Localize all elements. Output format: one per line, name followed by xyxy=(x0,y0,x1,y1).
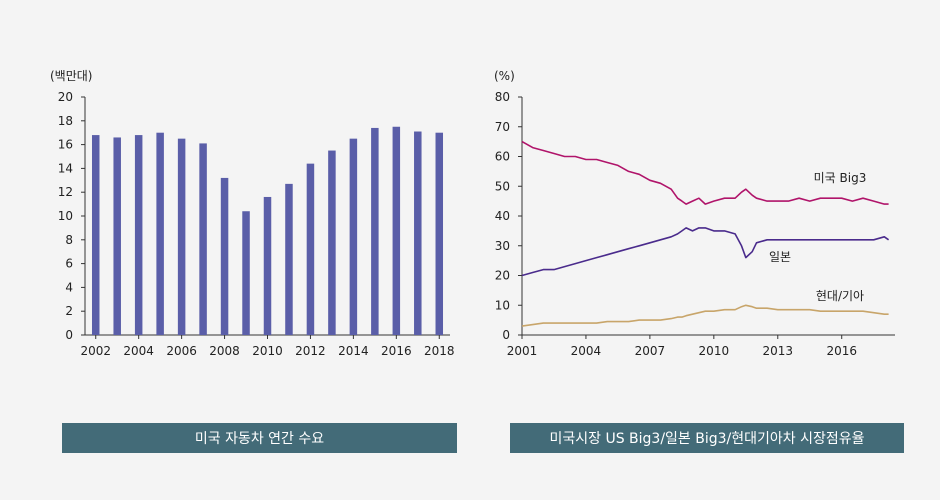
bar-2015 xyxy=(371,127,379,335)
bar-y-tick-label: 14 xyxy=(58,161,73,175)
line-chart-unit-label: (%) xyxy=(494,69,515,83)
bar-x-tick-label: 2018 xyxy=(424,344,455,358)
line-x-tick-label: 2010 xyxy=(699,344,730,358)
bar-2006 xyxy=(177,138,186,335)
line-x-tick-label: 2016 xyxy=(826,344,857,358)
bar-y-tick-label: 10 xyxy=(58,209,73,223)
line-y-tick-label: 50 xyxy=(495,179,510,193)
bar-y-tick-label: 20 xyxy=(58,90,73,104)
bar-x-tick-label: 2014 xyxy=(338,344,369,358)
bar-chart-unit-label: (백만대) xyxy=(50,69,92,83)
bar-y-tick-label: 16 xyxy=(58,138,73,152)
bar-2011 xyxy=(285,183,293,335)
us-market-share-line-chart: (%) 0 10 20 30 40 50 60 70 80 2001 2004 2007 2010 201… xyxy=(494,69,895,358)
bar-x-tick-label: 2008 xyxy=(209,344,240,358)
bar-y-tick-label: 2 xyxy=(65,304,73,318)
bar-2009 xyxy=(242,211,250,335)
line-chart-caption: 미국시장 US Big3/일본 Big3/현대기아차 시장점유율 xyxy=(510,423,904,453)
line-y-tick-label: 20 xyxy=(495,269,510,283)
bar-2013 xyxy=(328,150,336,335)
line-x-tick-label: 2001 xyxy=(507,344,538,358)
line-y-tick-label: 60 xyxy=(495,150,510,164)
line-y-tick-label: 30 xyxy=(495,239,510,253)
bar-2018 xyxy=(435,132,444,335)
bar-y-tick-label: 0 xyxy=(65,328,73,342)
series-line-2 xyxy=(521,304,889,327)
bar-2017 xyxy=(414,131,422,335)
bar-2002 xyxy=(91,135,100,335)
bar-y-tick-label: 12 xyxy=(58,185,73,199)
bar-2003 xyxy=(113,137,121,335)
bar-2010 xyxy=(263,196,272,335)
bar-chart-caption: 미국 자동차 연간 수요 xyxy=(62,423,457,453)
bar-x-tick-label: 2010 xyxy=(252,344,283,358)
line-y-tick-label: 70 xyxy=(495,120,510,134)
bar-2004 xyxy=(134,135,143,335)
bar-2005 xyxy=(156,132,164,335)
line-x-tick-label: 2007 xyxy=(635,344,666,358)
series-line-0 xyxy=(521,140,889,205)
bar-y-tick-label: 6 xyxy=(65,257,73,271)
bar-y-tick-label: 8 xyxy=(65,233,73,247)
bar-2016 xyxy=(392,126,401,335)
series-line-1 xyxy=(521,227,890,277)
bar-2007 xyxy=(199,143,207,335)
bar-x-tick-label: 2006 xyxy=(166,344,197,358)
bar-2012 xyxy=(306,163,315,335)
bar-y-tick-label: 18 xyxy=(58,114,73,128)
line-y-tick-label: 40 xyxy=(495,209,510,223)
line-y-tick-label: 80 xyxy=(495,90,510,104)
bar-x-tick-label: 2012 xyxy=(295,344,326,358)
bar-x-tick-label: 2016 xyxy=(381,344,412,358)
bar-2014 xyxy=(349,138,358,335)
bar-x-tick-label: 2002 xyxy=(80,344,111,358)
series-label-1: 일본 xyxy=(769,250,791,264)
bar-y-tick-label: 4 xyxy=(65,280,73,294)
series-label-2: 현대/기아 xyxy=(816,289,864,303)
us-car-demand-bar-chart: (백만대) 0 2 4 6 8 10 12 14 16 18 20 2002 2004 2006 2008 2… xyxy=(50,69,455,358)
line-x-tick-label: 2013 xyxy=(762,344,793,358)
series-label-0: 미국 Big3 xyxy=(814,171,867,185)
bar-2008 xyxy=(220,177,229,335)
line-y-tick-label: 10 xyxy=(495,298,510,312)
line-x-tick-label: 2004 xyxy=(571,344,602,358)
bar-x-tick-label: 2004 xyxy=(123,344,154,358)
line-y-tick-label: 0 xyxy=(502,328,510,342)
